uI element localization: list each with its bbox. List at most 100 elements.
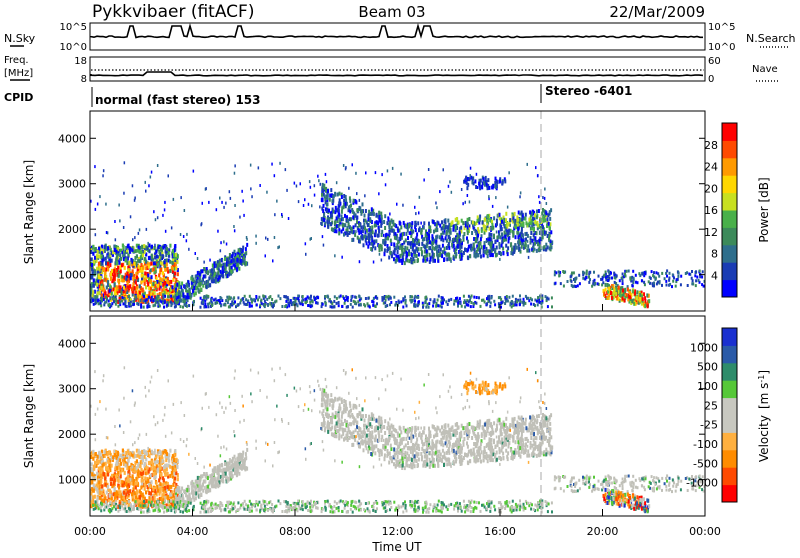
velocity-cell	[135, 486, 137, 490]
velocity-cell	[93, 489, 95, 493]
power-cell	[108, 304, 110, 307]
power-cell	[476, 173, 478, 176]
power-cell	[351, 295, 353, 298]
power-cell	[521, 227, 523, 231]
power-cell	[558, 274, 560, 277]
power-cell	[124, 298, 126, 301]
power-cell	[444, 247, 446, 251]
power-cell	[678, 272, 680, 275]
velocity-cell	[163, 492, 165, 496]
power-cell	[520, 223, 522, 227]
power-cell	[258, 166, 260, 169]
power-cell	[447, 229, 449, 232]
power-cell	[118, 204, 120, 207]
power-cell	[341, 214, 343, 218]
power-cell	[483, 177, 485, 181]
power-cell	[443, 224, 445, 228]
power-cell	[173, 295, 175, 298]
power-cell	[245, 252, 247, 255]
power-cell	[515, 235, 517, 239]
power-cell	[444, 219, 446, 223]
power-cell	[305, 301, 307, 304]
power-cell	[199, 290, 201, 294]
power-cell	[426, 254, 428, 258]
velocity-cell	[151, 450, 153, 454]
power-cell	[486, 302, 488, 305]
freq-bottom-tick: 8	[81, 74, 87, 85]
power-cell	[250, 298, 252, 301]
power-cell	[480, 179, 482, 183]
power-cell	[528, 249, 530, 253]
velocity-cell	[98, 459, 100, 463]
power-cell	[323, 213, 325, 217]
power-cell	[424, 301, 426, 304]
power-cell	[636, 290, 638, 294]
power-cell	[438, 245, 440, 249]
power-cell	[246, 238, 248, 241]
power-cell	[422, 259, 424, 263]
power-cell	[588, 272, 590, 275]
power-cell	[229, 257, 231, 260]
power-cell	[346, 231, 348, 235]
power-cell	[493, 216, 495, 220]
power-cell	[116, 287, 118, 291]
power-cell	[688, 273, 690, 276]
velocity-cell	[96, 488, 98, 492]
power-cell	[374, 224, 376, 228]
power-cell	[245, 298, 247, 301]
power-cell	[478, 296, 480, 299]
power-cell	[157, 284, 159, 288]
power-cell	[368, 213, 370, 217]
power-cell	[491, 296, 493, 299]
power-cell	[695, 270, 697, 273]
power-cell	[114, 290, 116, 294]
power-cell	[134, 199, 136, 202]
power-cell	[514, 301, 516, 304]
power-cell	[330, 222, 332, 226]
power-cell	[672, 273, 674, 276]
power-cell	[626, 293, 628, 297]
power-cell	[226, 243, 228, 246]
power-cell	[148, 249, 150, 253]
power-cell	[250, 164, 252, 167]
power-cell	[480, 237, 482, 241]
power-cell	[371, 236, 373, 240]
power-cell	[101, 251, 103, 254]
power-cell	[509, 218, 511, 222]
power-cell	[353, 212, 355, 216]
power-cell	[102, 174, 104, 177]
velocity-cell	[113, 482, 115, 486]
power-cell	[519, 303, 521, 306]
power-cell	[137, 259, 139, 263]
power-cell	[379, 253, 381, 256]
power-cell	[153, 261, 155, 265]
power-cell	[438, 295, 440, 298]
power-cell	[499, 258, 501, 261]
power-cell	[170, 301, 172, 304]
power-cell	[510, 224, 512, 227]
power-cell	[589, 278, 591, 281]
power-cell	[154, 284, 156, 288]
power-cell	[111, 269, 113, 273]
power-cell	[242, 200, 244, 203]
power-cell	[319, 205, 321, 208]
power-cell	[148, 184, 150, 187]
power-cell	[247, 299, 249, 302]
power-cell	[125, 277, 127, 281]
power-cell	[98, 262, 100, 266]
power-cell	[402, 306, 404, 309]
power-cell	[355, 230, 357, 233]
power-cell	[414, 244, 416, 247]
power-cell	[210, 298, 212, 301]
power-cell	[180, 196, 182, 199]
power-cell	[150, 299, 152, 302]
power-cell	[489, 218, 491, 222]
power-cell	[411, 295, 413, 298]
velocity-cell	[103, 493, 105, 497]
power-cell	[163, 287, 165, 291]
power-cell	[408, 259, 410, 263]
power-cell	[308, 203, 310, 206]
velocity-cell	[133, 467, 135, 471]
power-cell	[400, 173, 402, 176]
power-cell	[358, 304, 360, 307]
